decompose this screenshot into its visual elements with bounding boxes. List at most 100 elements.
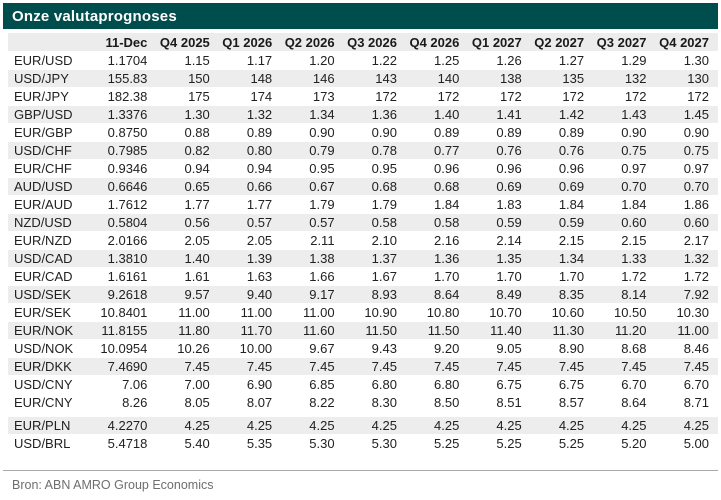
forecast-value: 0.89 bbox=[434, 125, 460, 140]
forecast-value: 0.77 bbox=[434, 143, 460, 158]
currency-pair-label: USD/CAD bbox=[14, 251, 73, 266]
forecast-value: 10.60 bbox=[551, 305, 585, 320]
forecast-value: 0.95 bbox=[371, 161, 397, 176]
forecast-value: 10.00 bbox=[239, 341, 273, 356]
forecast-value: 0.76 bbox=[558, 143, 585, 158]
forecast-value: 1.83 bbox=[496, 197, 522, 212]
forecast-value: 11.00 bbox=[677, 323, 709, 338]
forecast-value: 4.2270 bbox=[107, 418, 148, 433]
forecast-value: 11.00 bbox=[240, 305, 273, 320]
forecast-value: 2.05 bbox=[246, 233, 273, 248]
column-header: Q2 2027 bbox=[534, 34, 585, 50]
forecast-value: 146 bbox=[312, 71, 335, 86]
forecast-value: 143 bbox=[375, 71, 397, 86]
table-row: USD/NOK 10.0954 10.26 10.00 9.67 9.43 9.20 9.05… bbox=[8, 339, 718, 358]
forecast-value: 0.57 bbox=[309, 215, 335, 230]
forecast-value: 1.15 bbox=[184, 53, 210, 68]
table-row: EUR/CNY 8.26 8.05 8.07 8.22 8.30 8.50 8.51 8.57 8… bbox=[8, 393, 718, 412]
currency-pair-label: EUR/CNY bbox=[14, 395, 73, 410]
forecast-value: 1.39 bbox=[246, 251, 273, 266]
forecast-value: 1.40 bbox=[184, 251, 210, 266]
forecast-value: 1.32 bbox=[246, 107, 273, 122]
table-row: USD/CNY 7.06 7.00 6.90 6.85 6.80 6.80 6.75 6.75 6… bbox=[8, 375, 718, 394]
forecast-value: 1.40 bbox=[434, 107, 460, 122]
forecast-value: 172 bbox=[437, 89, 460, 104]
forecast-value: 6.80 bbox=[371, 377, 397, 392]
source-note: Bron: ABN AMRO Group Economics bbox=[12, 478, 214, 492]
forecast-value: 2.11 bbox=[310, 233, 335, 248]
forecast-value: 5.20 bbox=[621, 436, 647, 451]
forecast-value: 1.30 bbox=[184, 107, 210, 122]
column-header: 11-Dec bbox=[105, 34, 148, 50]
forecast-value: 172 bbox=[687, 89, 709, 104]
forecast-value: 11.80 bbox=[178, 323, 210, 338]
forecast-value: 9.20 bbox=[434, 341, 460, 356]
forecast-value: 1.77 bbox=[246, 197, 273, 212]
forecast-value: 0.94 bbox=[246, 161, 273, 176]
currency-pair-label: EUR/JPY bbox=[14, 89, 69, 104]
forecast-value: 5.35 bbox=[246, 436, 273, 451]
forecast-value: 0.60 bbox=[683, 215, 709, 230]
forecast-value: 6.70 bbox=[683, 377, 709, 392]
forecast-value: 1.7612 bbox=[107, 197, 148, 212]
forecast-value: 1.1704 bbox=[107, 53, 148, 68]
forecast-value: 1.35 bbox=[496, 251, 522, 266]
forecast-value: 11.00 bbox=[302, 305, 335, 320]
table-header-row: 11-Dec Q4 2025 Q1 2026 Q2 2026 Q3 2026 Q4 202… bbox=[8, 33, 718, 52]
table-row: USD/CAD 1.3810 1.40 1.39 1.38 1.37 1.36 1.35 1.3… bbox=[8, 249, 718, 268]
currency-pair-label: USD/NOK bbox=[14, 341, 74, 356]
forecast-value: 5.25 bbox=[434, 436, 460, 451]
forecast-value: 0.82 bbox=[184, 143, 210, 158]
forecast-value: 1.70 bbox=[434, 269, 460, 284]
forecast-value: 7.06 bbox=[122, 377, 148, 392]
forecast-value: 2.15 bbox=[558, 233, 585, 248]
forecast-value: 11.60 bbox=[302, 323, 335, 338]
forecast-value: 4.25 bbox=[184, 418, 210, 433]
forecast-value: 1.70 bbox=[496, 269, 522, 284]
forecast-value: 1.34 bbox=[558, 251, 585, 266]
forecast-value: 1.63 bbox=[246, 269, 273, 284]
forecast-value: 8.51 bbox=[496, 395, 522, 410]
forecast-value: 0.89 bbox=[496, 125, 522, 140]
forecast-value: 1.22 bbox=[371, 53, 397, 68]
forecast-value: 6.85 bbox=[309, 377, 335, 392]
forecast-value: 1.77 bbox=[184, 197, 210, 212]
forecast-value: 0.79 bbox=[309, 143, 335, 158]
forecast-value: 1.72 bbox=[683, 269, 709, 284]
forecast-value: 148 bbox=[250, 71, 273, 86]
column-header: Q3 2026 bbox=[347, 34, 397, 50]
forecast-value: 0.75 bbox=[621, 143, 647, 158]
forecast-value: 7.00 bbox=[184, 377, 210, 392]
forecast-value: 2.0166 bbox=[107, 233, 148, 248]
forecast-value: 7.45 bbox=[434, 359, 460, 374]
forecast-value: 11.00 bbox=[178, 305, 210, 320]
forecast-value: 1.86 bbox=[683, 197, 709, 212]
currency-pair-label: USD/CHF bbox=[14, 143, 72, 158]
table-row: USD/CHF 0.7985 0.82 0.80 0.79 0.78 0.77 0.76 0.7… bbox=[8, 141, 718, 160]
forecast-value: 8.22 bbox=[309, 395, 335, 410]
forecast-value: 2.05 bbox=[184, 233, 210, 248]
forecast-value: 1.25 bbox=[434, 53, 460, 68]
forecast-value: 2.15 bbox=[621, 233, 647, 248]
forecast-value: 11.70 bbox=[240, 323, 273, 338]
forecast-value: 1.84 bbox=[621, 197, 647, 212]
forecast-value: 8.05 bbox=[184, 395, 210, 410]
forecast-value: 2.17 bbox=[683, 233, 709, 248]
column-header: Q3 2027 bbox=[596, 34, 647, 50]
forecast-value: 10.90 bbox=[364, 305, 397, 320]
forecast-value: 1.61 bbox=[184, 269, 210, 284]
forecast-value: 0.97 bbox=[683, 161, 709, 176]
forecast-value: 1.38 bbox=[309, 251, 335, 266]
forecast-value: 11.50 bbox=[427, 323, 460, 338]
forecast-value: 1.17 bbox=[246, 53, 273, 68]
forecast-value: 1.42 bbox=[558, 107, 585, 122]
column-header: Q1 2027 bbox=[471, 34, 522, 50]
forecast-value: 4.25 bbox=[558, 418, 585, 433]
forecast-value: 0.5804 bbox=[107, 215, 148, 230]
currency-pair-label: NZD/USD bbox=[14, 215, 72, 230]
forecast-value: 5.25 bbox=[558, 436, 585, 451]
table-row: EUR/DKK 7.4690 7.45 7.45 7.45 7.45 7.45 7.45 7.4… bbox=[8, 357, 718, 376]
forecast-value: 0.57 bbox=[246, 215, 273, 230]
forecast-value: 7.45 bbox=[246, 359, 273, 374]
currency-pair-label: USD/BRL bbox=[14, 436, 71, 451]
